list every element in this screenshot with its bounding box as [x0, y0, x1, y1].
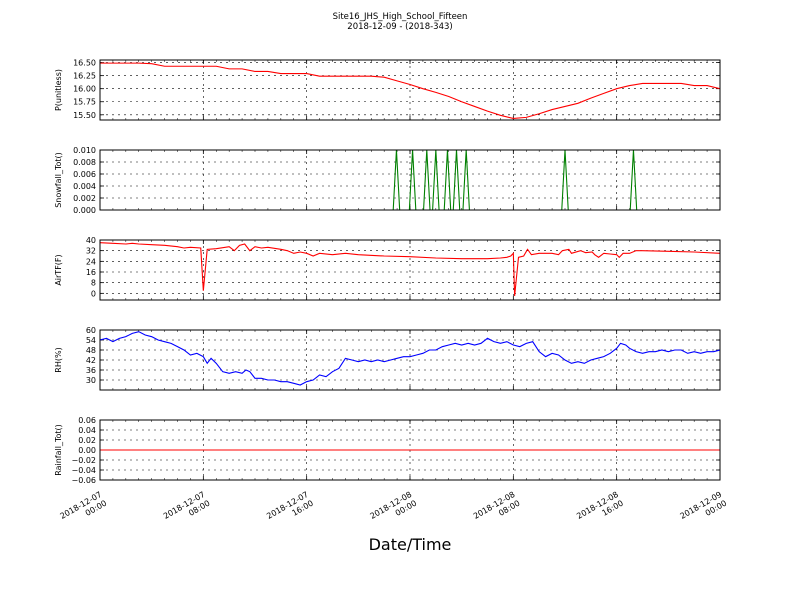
y-tick-label: 60 — [86, 326, 96, 335]
y-tick-label: 36 — [86, 366, 96, 375]
y-tick-label: 0.010 — [73, 146, 96, 155]
y-tick-label: 15.75 — [73, 98, 96, 107]
y-tick-label: 0.008 — [73, 158, 96, 167]
y-tick-label: −0.02 — [71, 456, 96, 465]
y-tick-label: 15.50 — [73, 111, 96, 120]
panel-0: 16.50 16.25 16.00 15.75 15.50 P(unitless) — [54, 59, 721, 121]
y-tick-label: 0.00 — [78, 446, 96, 455]
y-tick-label: 0 — [91, 289, 96, 298]
y-tick-label: 0.002 — [73, 194, 96, 203]
y-axis-label: RH(%) — [54, 347, 63, 372]
y-axis-label: P(unitless) — [54, 69, 63, 111]
y-tick-label: 0.006 — [73, 170, 96, 179]
y-tick-label: 48 — [86, 346, 96, 355]
x-axis-label: Date/Time — [369, 535, 452, 554]
y-tick-label: 8 — [91, 279, 96, 288]
y-tick-label: 16.50 — [73, 59, 96, 68]
y-axis-label: AirTF(F) — [54, 254, 63, 285]
y-tick-label: 0.02 — [78, 436, 96, 445]
y-tick-label: −0.04 — [71, 466, 96, 475]
y-tick-label: 0.04 — [78, 426, 96, 435]
plot-frame — [99, 59, 721, 121]
panels-group: 16.50 16.25 16.00 15.75 15.50 P(unitless) 0.01… — [54, 59, 721, 485]
y-tick-label: 0.06 — [78, 416, 96, 425]
y-axis-label: Snowfall_Tot() — [54, 152, 63, 208]
chart-subtitle: 2018-12-09 - (2018-343) — [347, 22, 452, 32]
plot-frame — [99, 419, 721, 481]
y-axis-label: Rainfall_Tot() — [54, 424, 63, 476]
plot-frame — [99, 329, 721, 391]
y-tick-label: 16.00 — [73, 85, 96, 94]
y-tick-label: −0.06 — [71, 476, 96, 485]
plot-frame — [99, 239, 721, 301]
chart-title: Site16_JHS_High_School_Fifteen — [333, 12, 468, 22]
series-line-1 — [100, 150, 720, 210]
series-line-0 — [100, 62, 720, 119]
y-tick-label: 24 — [86, 257, 96, 266]
y-tick-label: 0.004 — [73, 182, 96, 191]
plot-frame — [99, 149, 721, 211]
y-tick-label: 30 — [86, 376, 96, 385]
series-line-2 — [100, 242, 720, 297]
y-tick-label: 16 — [86, 268, 96, 277]
y-tick-label: 16.25 — [73, 72, 96, 81]
y-tick-label: 54 — [86, 336, 96, 345]
panel-4: 0.060.040.020.00−0.02−0.04−0.06 Rainfall_… — [54, 416, 721, 485]
panel-1: 0.010 0.008 0.006 0.004 0.002 0.000 Snowfall_T… — [54, 146, 721, 215]
y-tick-label: 32 — [86, 247, 96, 256]
y-tick-label: 40 — [86, 236, 96, 245]
y-tick-label: 42 — [86, 356, 96, 365]
series-line-3 — [100, 331, 720, 386]
y-tick-label: 0.000 — [73, 206, 96, 215]
